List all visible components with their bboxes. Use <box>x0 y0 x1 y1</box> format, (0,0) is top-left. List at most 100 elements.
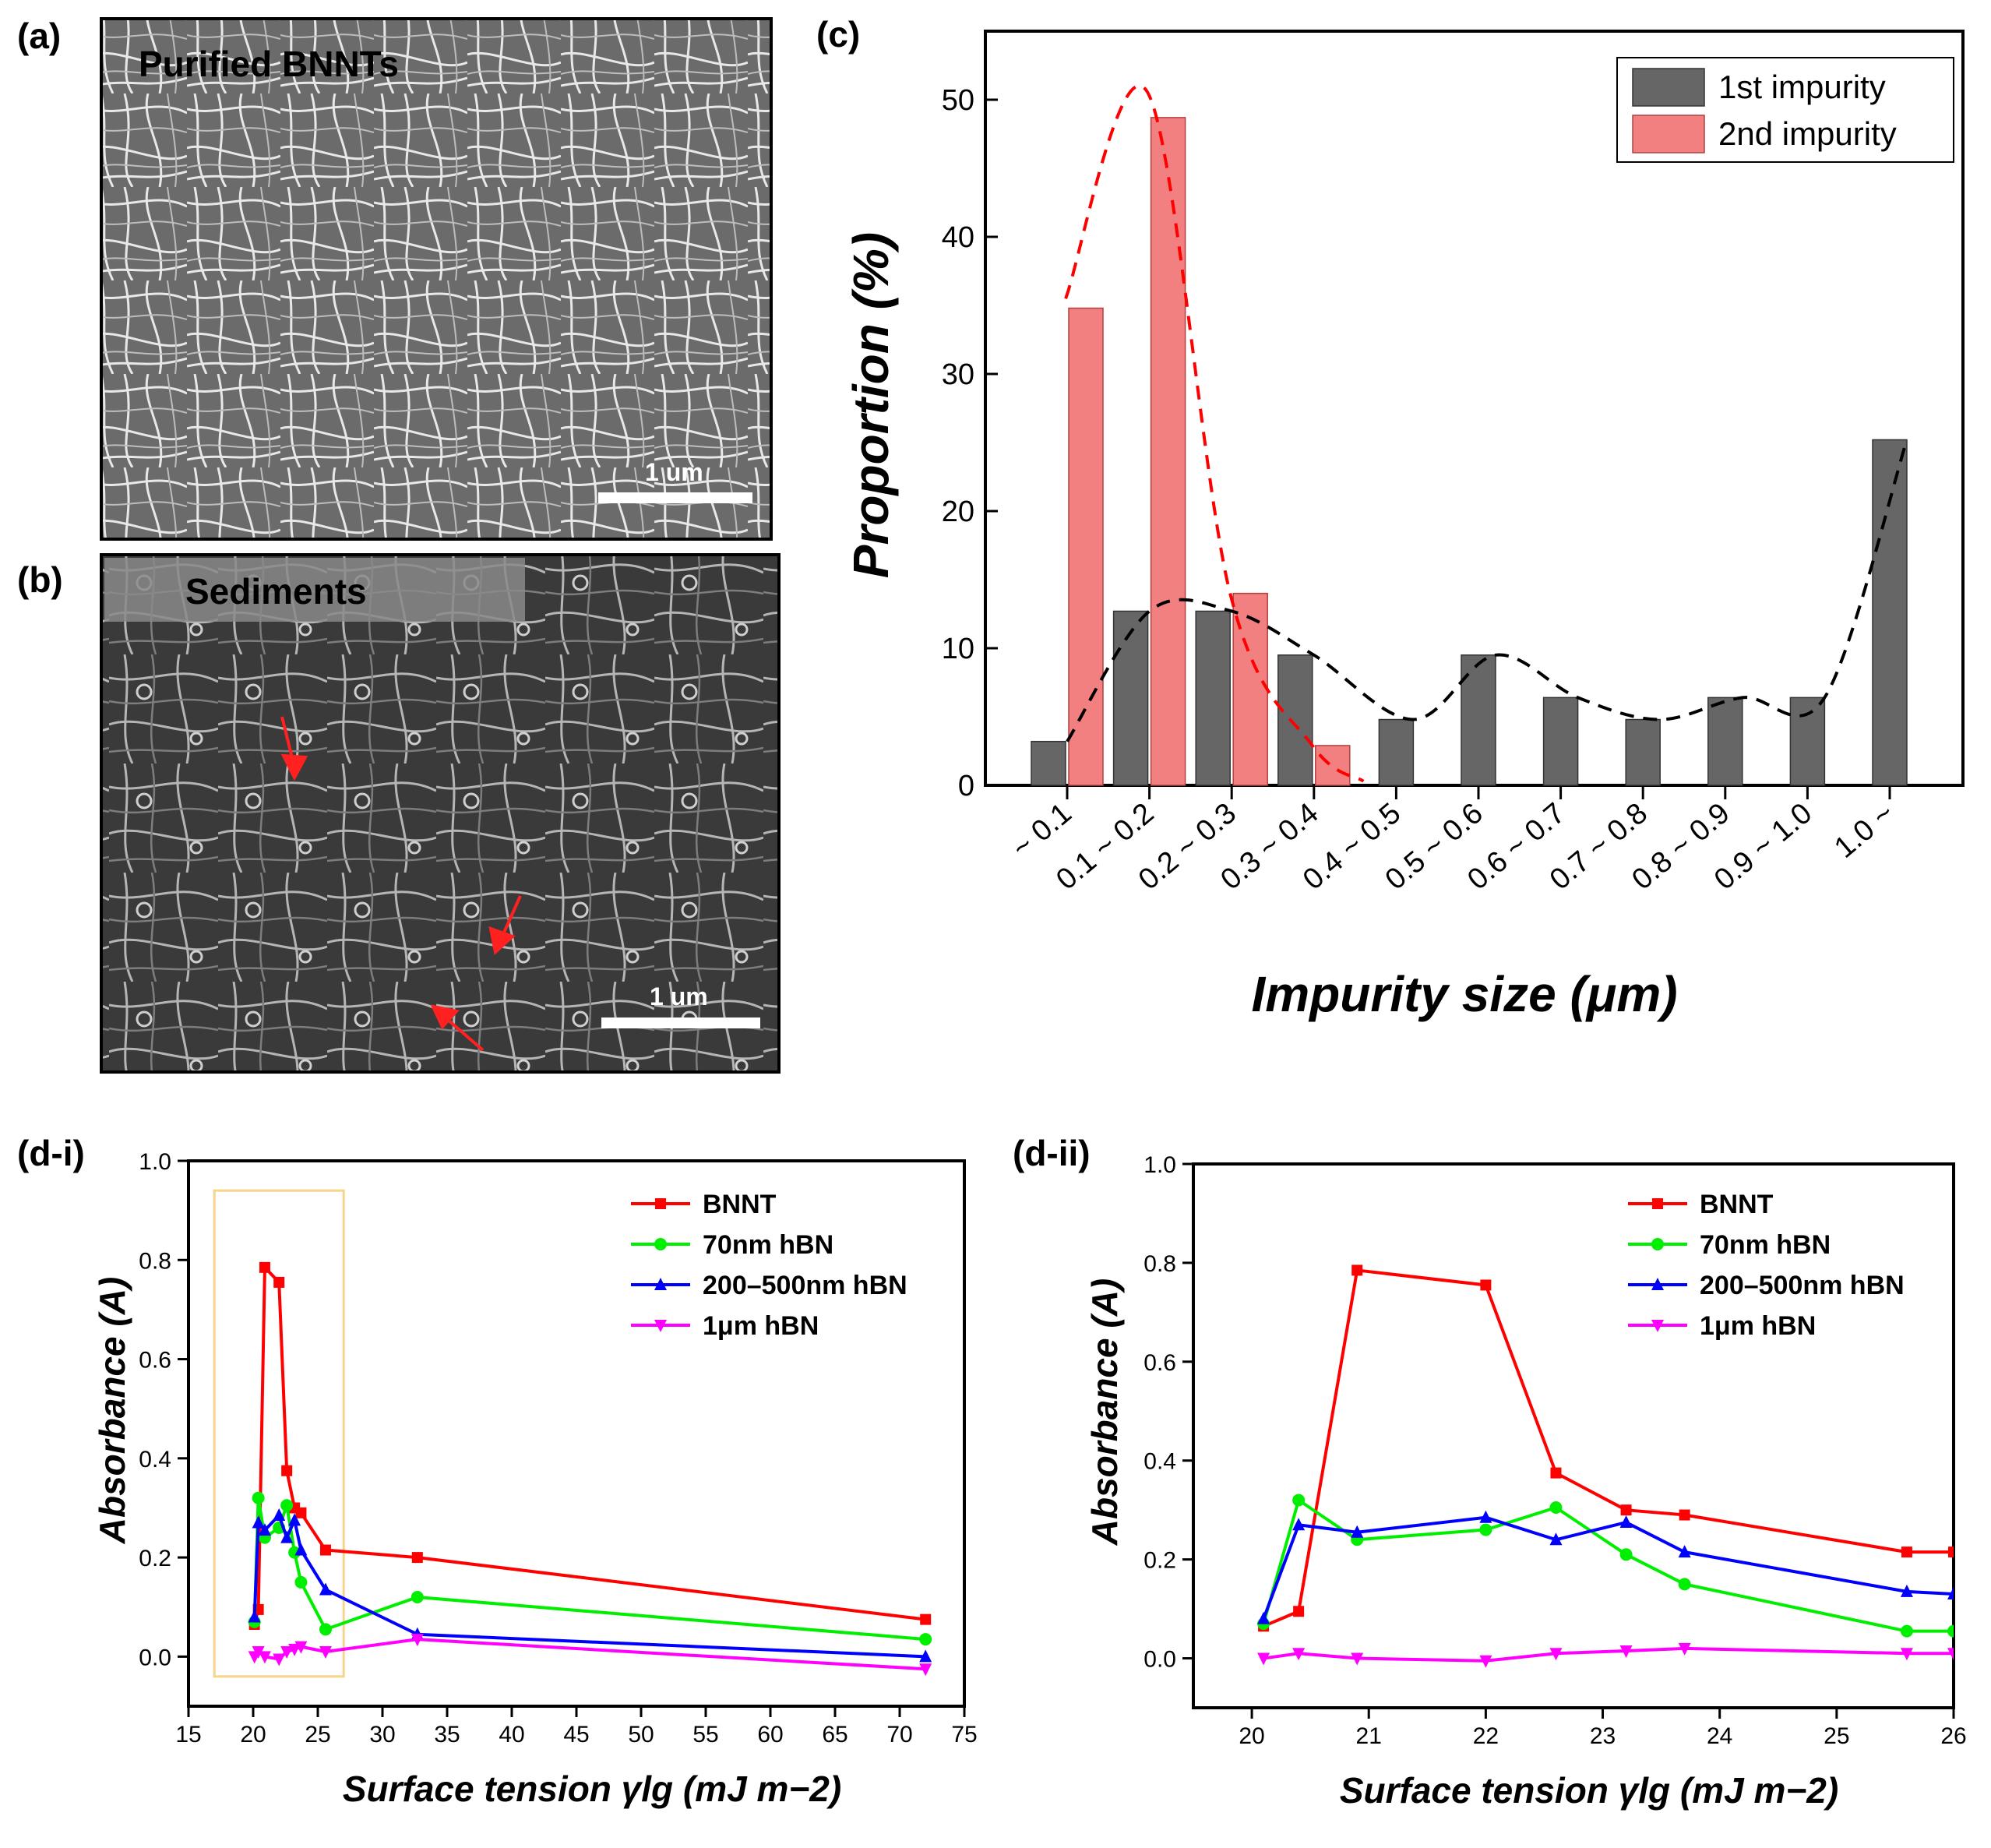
panel-a-label: (a) <box>17 16 61 56</box>
series-bnnt <box>248 1261 932 1630</box>
legend-label-1um-hbn: 1μm hBN <box>1700 1311 1816 1341</box>
data-point-70nm-hbn <box>1479 1523 1492 1536</box>
y-tick-label: 0.8 <box>139 1248 171 1274</box>
trend-line-1st-impurity <box>1066 439 1908 742</box>
y-tick-label: 0 <box>958 770 974 802</box>
data-point-bnnt <box>319 1544 331 1556</box>
data-point-1um-hbn <box>1900 1648 1913 1661</box>
x-tick-label: 26 <box>1940 1723 1966 1749</box>
data-point-1um-hbn <box>1351 1652 1364 1666</box>
bar-1st-impurity <box>1707 697 1743 786</box>
data-point-200-500nm-hbn <box>1292 1518 1306 1531</box>
x-tick-label: 40 <box>499 1722 524 1747</box>
data-point-1um-hbn <box>919 1663 932 1677</box>
scale-bar-b-label: 1 um <box>650 982 708 1010</box>
data-point-1um-hbn <box>1947 1648 1954 1661</box>
bar-2nd-impurity <box>1315 745 1351 786</box>
legend-swatch-1st-impurity <box>1632 68 1705 107</box>
data-point-bnnt <box>281 1465 293 1476</box>
chart-d1-ylabel: Absorbance (A) <box>92 1277 132 1544</box>
y-tick-label: 10 <box>942 633 974 665</box>
data-point-bnnt <box>1293 1606 1305 1617</box>
data-point-bnnt <box>1679 1509 1690 1521</box>
chart-d2: (d-ii) 0.0 0.2 0.4 0.6 0.8 1.0 20 21 22 23 24 25 26 B… <box>1013 1133 1967 1811</box>
data-point-70nm-hbn <box>319 1623 332 1636</box>
data-point-bnnt <box>259 1261 270 1273</box>
legend-marker-bnnt <box>655 1198 666 1209</box>
data-point-70nm-hbn <box>288 1546 301 1559</box>
impurity-arrowhead <box>280 753 308 781</box>
data-point-70nm-hbn <box>1619 1548 1633 1561</box>
legend-label-bnnt: BNNT <box>703 1190 777 1219</box>
data-point-200-500nm-hbn <box>1479 1510 1492 1523</box>
series-line-200-500nm-hbn <box>252 1514 926 1659</box>
data-point-200-500nm-hbn <box>252 1515 265 1529</box>
data-point-200-500nm-hbn <box>919 1649 932 1663</box>
data-point-200-500nm-hbn <box>1549 1532 1563 1546</box>
data-point-bnnt <box>273 1276 285 1288</box>
legend-marker-70nm-hbn <box>654 1238 667 1250</box>
sem-image-purified <box>100 17 773 541</box>
data-point-200-500nm-hbn <box>294 1543 308 1556</box>
legend-label-70nm-hbn: 70nm hBN <box>703 1230 833 1260</box>
y-tick-label: 1.0 <box>139 1149 171 1175</box>
data-point-bnnt <box>1901 1546 1912 1558</box>
legend-label-200-500nm-hbn: 200–500nm hBN <box>1700 1271 1905 1300</box>
data-point-1um-hbn <box>1479 1655 1492 1668</box>
chart-d2-ylabel: Absorbance (A) <box>1084 1278 1125 1546</box>
panel-a: (a) Purified BNNTs 1 um <box>17 16 773 541</box>
panel-d2-label: (d-ii) <box>1013 1133 1091 1173</box>
data-point-70nm-hbn <box>1292 1494 1306 1507</box>
series-70nm-hbn <box>1257 1494 1954 1638</box>
bar-1st-impurity <box>1378 718 1415 786</box>
legend-label-200-500nm-hbn: 200–500nm hBN <box>703 1271 907 1300</box>
y-tick-label: 1.0 <box>1144 1152 1176 1178</box>
panel-d1-label: (d-i) <box>17 1133 85 1173</box>
legend-marker-200-500nm-hbn <box>1651 1278 1664 1290</box>
x-tick-label: 20 <box>240 1722 266 1747</box>
x-tick-label: 45 <box>563 1722 589 1747</box>
chart-d2-xlabel: Surface tension γlg (mJ m−2) <box>1340 1770 1838 1811</box>
scale-bar-a-label: 1 um <box>645 458 703 486</box>
data-point-1um-hbn <box>252 1646 265 1659</box>
data-point-200-500nm-hbn <box>1900 1584 1913 1597</box>
y-tick-label: 0.0 <box>139 1645 171 1670</box>
x-tick-label: 65 <box>822 1722 847 1747</box>
data-point-1um-hbn <box>1678 1642 1691 1656</box>
legend-marker-70nm-hbn <box>1651 1238 1664 1250</box>
y-tick-label: 50 <box>942 84 974 117</box>
x-tick-label: ~ 0.1 <box>1006 797 1078 865</box>
legend-marker-200-500nm-hbn <box>654 1278 667 1290</box>
data-point-200-500nm-hbn <box>1257 1611 1270 1624</box>
series-70nm-hbn <box>248 1491 932 1646</box>
legend-label-70nm-hbn: 70nm hBN <box>1700 1230 1831 1260</box>
chart-c-legend: 1st impurity 2nd impurity <box>1616 57 1954 163</box>
y-tick-label: 30 <box>942 358 974 391</box>
legend-label-2nd-impurity: 2nd impurity <box>1718 115 1897 152</box>
data-point-200-500nm-hbn <box>319 1582 332 1596</box>
series-1um-hbn <box>1257 1642 1954 1668</box>
y-tick-label: 20 <box>942 496 974 528</box>
data-point-bnnt <box>1550 1467 1562 1479</box>
scale-bar-a <box>598 492 752 503</box>
x-tick-label: 15 <box>175 1722 201 1747</box>
series-line-bnnt <box>252 1265 926 1625</box>
series-200-500nm-hbn <box>248 1508 932 1663</box>
legend: BNNT 70nm hBN 200–500nm hBN 1μm hBN <box>631 1190 907 1341</box>
series-line-bnnt <box>1263 1268 1954 1628</box>
data-point-70nm-hbn <box>252 1491 265 1504</box>
x-tick-label: 70 <box>886 1722 912 1747</box>
bar-1st-impurity <box>1195 610 1231 786</box>
series-200-500nm-hbn <box>1257 1510 1954 1624</box>
data-point-1um-hbn <box>1292 1648 1306 1661</box>
x-tick-label: 20 <box>1239 1723 1264 1749</box>
bar-1st-impurity <box>1625 718 1661 786</box>
x-tick-label: 24 <box>1707 1723 1732 1749</box>
x-tick-label: 21 <box>1356 1723 1382 1749</box>
data-point-200-500nm-hbn <box>1678 1545 1691 1558</box>
bar-1st-impurity <box>1277 654 1313 786</box>
data-point-200-500nm-hbn <box>248 1610 261 1623</box>
x-tick-label: 25 <box>1824 1723 1849 1749</box>
